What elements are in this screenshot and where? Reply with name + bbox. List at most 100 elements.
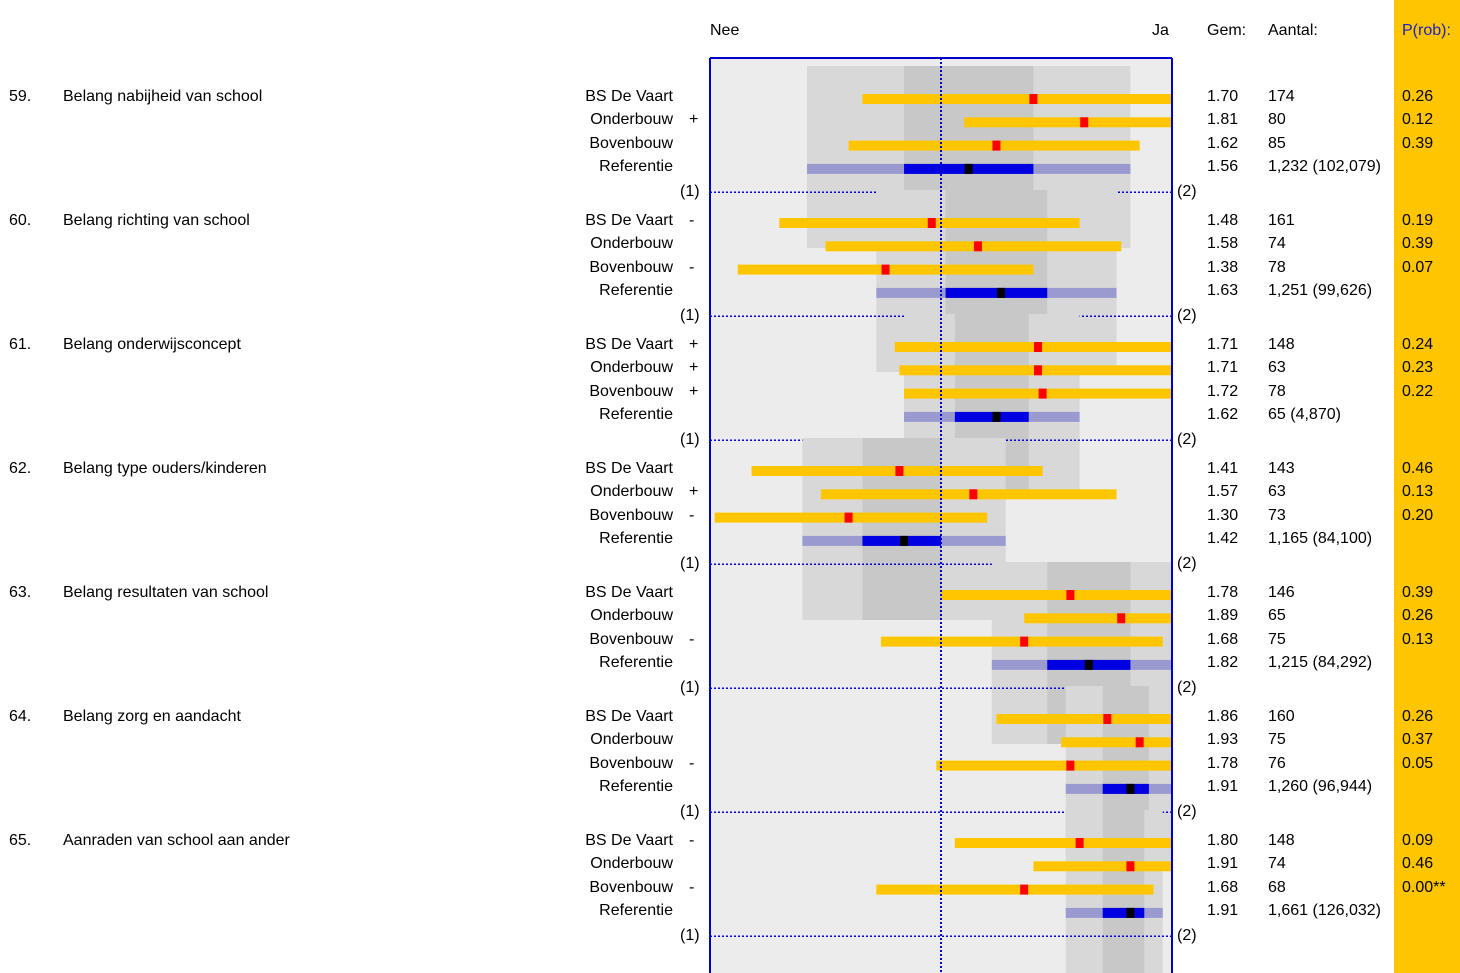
header-left-label: Nee (710, 22, 740, 39)
row-label: Bovenbouw (589, 630, 673, 648)
header-prob: P(rob): (1402, 22, 1451, 39)
reference-band-inner (862, 438, 941, 620)
significance-sign: - (689, 878, 695, 896)
reference-bar-inner (954, 411, 1029, 422)
count-value: 65 (4,870) (1268, 405, 1341, 423)
reference-mean-marker (1126, 907, 1135, 918)
mean-value: 1.81 (1207, 111, 1239, 129)
group-mean-marker (881, 264, 890, 275)
group-mean-marker (992, 140, 1001, 151)
group-bar (904, 388, 1172, 399)
group-mean-marker (1066, 760, 1075, 771)
row-label: Bovenbouw (589, 506, 673, 524)
count-value: 73 (1268, 506, 1286, 524)
group-mean-marker (1080, 117, 1089, 128)
row-label: Onderbouw (590, 483, 673, 501)
group-bar (820, 489, 1117, 500)
prob-value: 0.13 (1402, 483, 1434, 501)
group-mean-marker (1126, 861, 1135, 872)
count-value: 143 (1268, 460, 1295, 477)
mean-value: 1.48 (1207, 212, 1239, 229)
question-label: Belang nabijheid van school (63, 88, 263, 105)
row-label: Onderbouw (590, 359, 673, 377)
scale-end-left: (1) (680, 307, 700, 325)
mean-value: 1.80 (1207, 832, 1239, 849)
mean-value: 1.38 (1207, 258, 1239, 276)
row-label: BS De Vaart (585, 460, 673, 477)
question-label: Belang zorg en aandacht (63, 708, 241, 725)
group-bar (862, 94, 1172, 104)
mean-value: 1.57 (1207, 483, 1239, 501)
group-bar (941, 590, 1172, 600)
count-value: 161 (1268, 212, 1295, 229)
mean-value: 1.89 (1207, 607, 1239, 625)
group-bar (876, 884, 1154, 895)
mean-value: 1.68 (1207, 878, 1239, 896)
count-value: 148 (1268, 336, 1295, 353)
count-value: 160 (1268, 708, 1295, 725)
count-value: 85 (1268, 134, 1286, 152)
question-label: Belang onderwijsconcept (63, 336, 241, 353)
scale-end-right: (2) (1177, 803, 1197, 821)
scale-end-left: (1) (680, 183, 700, 201)
group-bar (1033, 861, 1172, 872)
mean-value: 1.58 (1207, 235, 1239, 253)
scale-end-left: (1) (680, 555, 700, 573)
row-label: Referentie (599, 653, 673, 671)
header-count: Aantal: (1268, 22, 1318, 39)
mean-value: 1.56 (1207, 157, 1239, 175)
question-label: Belang richting van school (63, 212, 250, 229)
count-value: 74 (1268, 235, 1286, 253)
group-bar (1061, 737, 1172, 748)
row-label: Onderbouw (590, 855, 673, 873)
prob-value: 0.20 (1402, 506, 1434, 524)
group-mean-marker (927, 218, 936, 228)
mean-value: 1.62 (1207, 405, 1239, 423)
row-label: Bovenbouw (589, 878, 673, 896)
scale-end-right: (2) (1177, 183, 1197, 201)
prob-value: 0.23 (1402, 359, 1434, 377)
question-number: 62. (9, 460, 32, 477)
count-value: 1,661 (126,032) (1268, 901, 1381, 919)
scale-end-right: (2) (1177, 307, 1197, 325)
prob-value: 0.00** (1402, 878, 1446, 896)
significance-sign: - (689, 212, 695, 229)
significance-sign: + (689, 111, 699, 129)
group-mean-marker (895, 466, 904, 476)
count-value: 174 (1268, 88, 1295, 105)
count-value: 1,215 (84,292) (1268, 653, 1373, 671)
row-label: BS De Vaart (585, 212, 673, 229)
significance-sign: - (689, 506, 695, 524)
mean-value: 1.41 (1207, 460, 1239, 477)
row-label: Onderbouw (590, 731, 673, 749)
reference-mean-marker (997, 287, 1006, 298)
reference-mean-marker (964, 163, 973, 174)
group-mean-marker (1066, 590, 1075, 600)
question-label: Belang type ouders/kinderen (63, 460, 267, 477)
count-value: 78 (1268, 258, 1286, 276)
group-mean-marker (969, 489, 978, 500)
row-label: Onderbouw (590, 111, 673, 129)
question-number: 63. (9, 584, 32, 601)
row-label: Referentie (599, 281, 673, 299)
mean-value: 1.86 (1207, 708, 1239, 725)
header-mean: Gem: (1207, 22, 1247, 39)
count-value: 75 (1268, 630, 1286, 648)
group-mean-marker (1034, 365, 1043, 376)
reference-mean-marker (1126, 783, 1135, 794)
scale-end-left: (1) (680, 431, 700, 449)
group-bar (825, 241, 1122, 252)
group-bar (964, 117, 1172, 128)
prob-value: 0.12 (1402, 111, 1434, 129)
group-bar (894, 342, 1172, 352)
group-mean-marker (1029, 94, 1038, 104)
count-value: 68 (1268, 878, 1286, 896)
significance-sign: + (689, 336, 699, 353)
row-label: BS De Vaart (585, 832, 673, 849)
significance-sign: - (689, 258, 695, 276)
group-mean-marker (1020, 636, 1029, 647)
mean-value: 1.68 (1207, 630, 1239, 648)
scale-end-left: (1) (680, 803, 700, 821)
